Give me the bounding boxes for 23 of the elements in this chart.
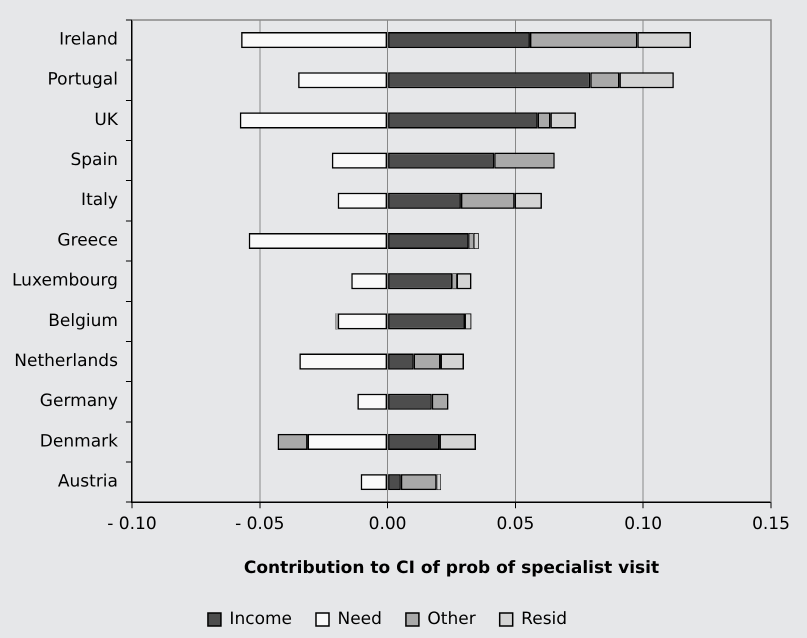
y-tick-label: Ireland (59, 30, 118, 50)
y-tick-label: Spain (70, 150, 118, 170)
x-tick-label: 0.10 (624, 514, 662, 534)
x-tick-label: 0.15 (752, 514, 790, 534)
y-tick-label: Denmark (40, 431, 118, 452)
y-tick-label: Portugal (48, 70, 118, 90)
y-tick-label: Netherlands (14, 350, 118, 371)
x-tick-label: - 0.10 (107, 514, 157, 534)
x-tick-label: - 0.05 (235, 514, 284, 534)
legend-label: Income (229, 608, 292, 629)
legend-label: Resid (521, 608, 568, 629)
legend-label: Other (427, 608, 476, 629)
y-tick-label: Belgium (48, 310, 118, 331)
y-tick-label: Austria (58, 472, 118, 492)
y-tick-label: Luxembourg (12, 270, 118, 291)
legend-label: Need (337, 608, 382, 629)
y-tick-label: Italy (81, 190, 118, 210)
y-tick-label: UK (94, 110, 119, 130)
x-axis-title: Contribution to CI of prob of specialist visit (244, 558, 660, 578)
y-tick-label: Greece (57, 230, 118, 250)
y-tick-label: Germany (40, 391, 118, 412)
x-tick-label: 0.05 (496, 514, 534, 534)
x-tick-label: 0.00 (368, 514, 406, 534)
